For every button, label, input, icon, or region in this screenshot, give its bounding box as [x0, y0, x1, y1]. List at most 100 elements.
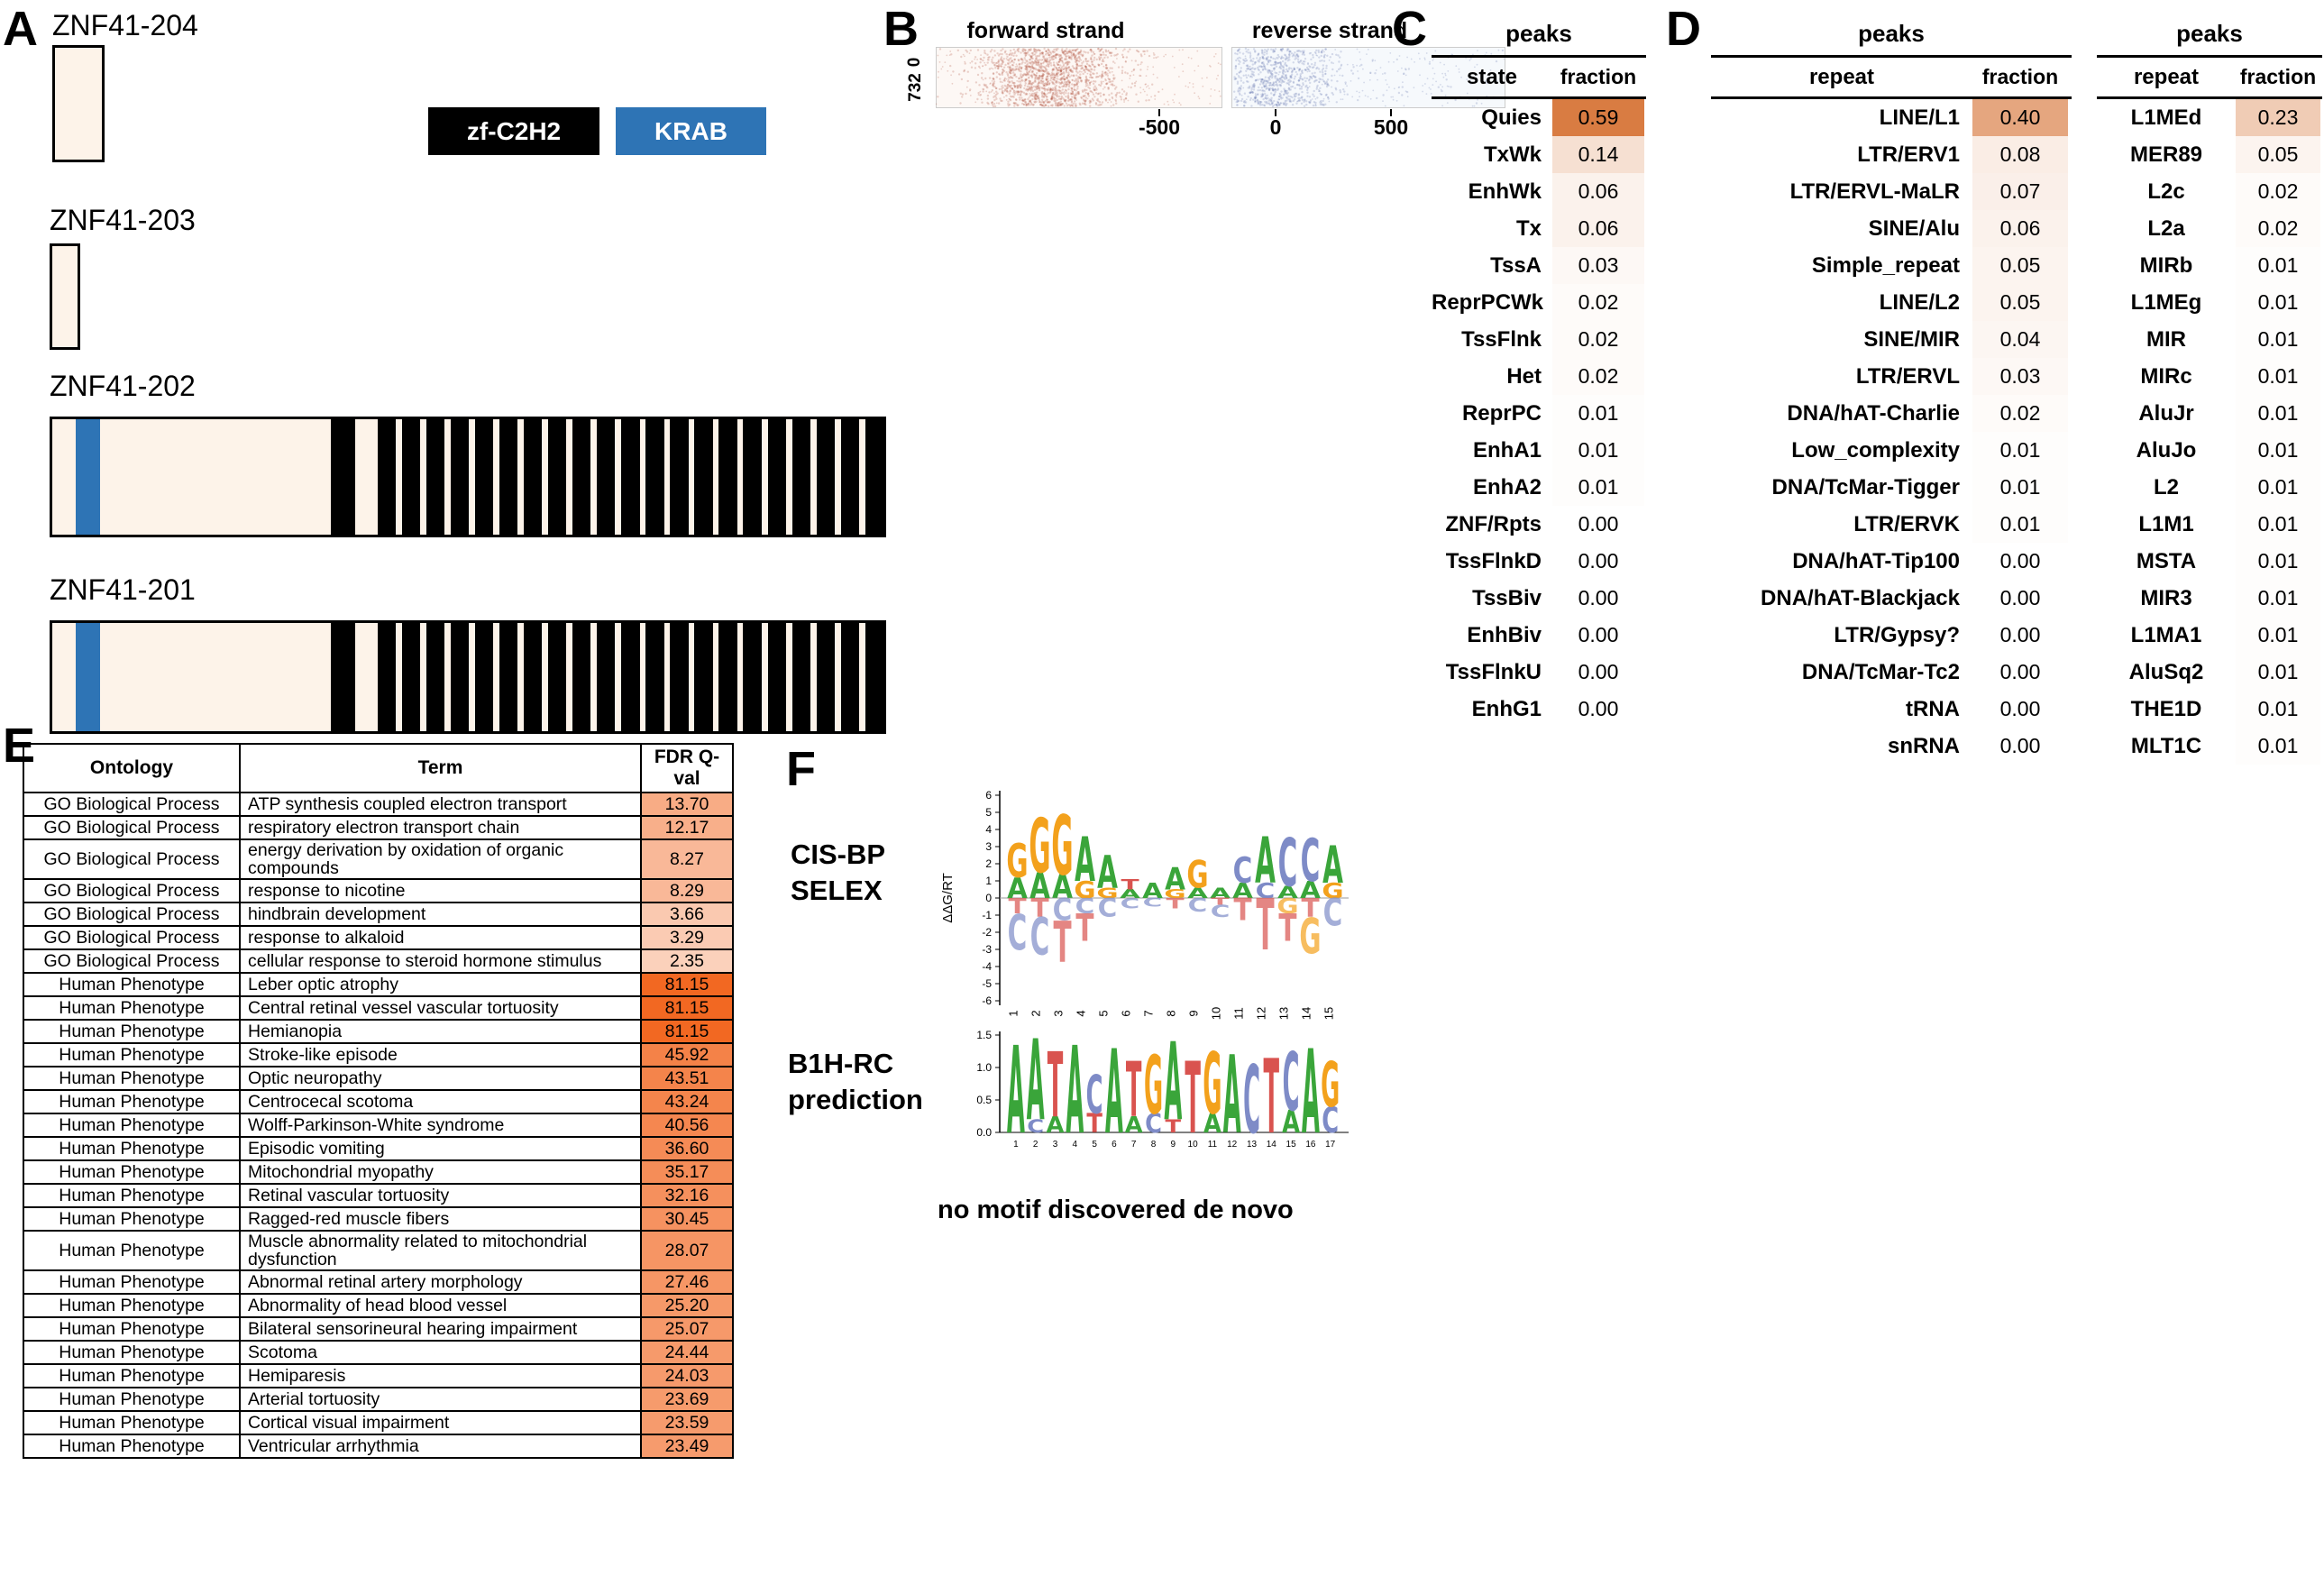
dot: [1022, 98, 1025, 101]
dot: [1108, 98, 1111, 101]
dot: [1085, 78, 1088, 81]
dot: [1049, 59, 1052, 61]
dot: [1074, 83, 1076, 87]
dot: [1062, 63, 1066, 66]
dot: [1041, 51, 1044, 54]
dot: [1424, 83, 1426, 85]
dot: [1239, 51, 1241, 54]
dot: [1316, 96, 1319, 99]
dot: [1044, 93, 1047, 96]
fdr-qval-cell: 8.27: [640, 838, 734, 880]
dot: [1314, 79, 1317, 82]
dot: [1192, 83, 1194, 85]
dot: [1081, 89, 1084, 92]
dot: [1320, 54, 1322, 58]
dot: [1249, 59, 1253, 61]
dot: [1443, 63, 1445, 66]
dot: [1150, 96, 1152, 98]
dot: [988, 91, 991, 94]
dot: [1024, 101, 1027, 104]
dot: [1030, 75, 1034, 78]
dot: [1053, 78, 1057, 82]
dot: [992, 84, 994, 87]
dot: [1111, 51, 1113, 54]
dot: [993, 103, 996, 105]
dot: [1242, 81, 1245, 84]
dot: [1007, 100, 1010, 103]
dot: [1060, 57, 1063, 60]
dot: [1306, 88, 1309, 92]
dot: [1040, 93, 1044, 96]
dot: [1339, 89, 1341, 92]
dot: [1289, 88, 1292, 91]
dot: [1064, 78, 1066, 81]
dot: [1367, 49, 1369, 50]
dot: [1046, 98, 1048, 101]
dot: [1081, 70, 1083, 73]
dot: [1402, 81, 1404, 84]
transcript-name-label: ZNF41-204: [52, 9, 198, 41]
fraction-cell: 0.02: [1552, 358, 1644, 395]
dot: [1206, 77, 1208, 79]
enrichment-table: Ontology Term FDR Q-val GO Biological Pr…: [23, 743, 734, 1459]
cisbp-label-line2: SELEX: [791, 875, 883, 906]
dot: [1152, 73, 1155, 76]
dot: [1037, 64, 1039, 67]
repeat-family-name: LINE/L1: [1879, 105, 1960, 130]
dot: [1067, 104, 1070, 106]
dot: [1297, 54, 1300, 58]
dot: [1045, 64, 1048, 68]
dot: [1026, 89, 1029, 92]
dot: [1054, 66, 1057, 69]
x-tick-label: 1: [1013, 1140, 1019, 1150]
fdr-qval-cell: 28.07: [640, 1230, 734, 1271]
dot: [1319, 78, 1322, 81]
dot: [965, 49, 967, 52]
dot: [1071, 104, 1074, 106]
dot: [1059, 70, 1062, 73]
dot: [1291, 85, 1295, 88]
dot: [1103, 94, 1105, 96]
dot: [1035, 59, 1038, 61]
dot: [1013, 90, 1016, 93]
dot: [1018, 96, 1021, 99]
dot: [1263, 105, 1267, 107]
dot: [1235, 100, 1238, 104]
dot: [1057, 101, 1061, 104]
logo-letter-A: A: [1027, 1017, 1045, 1147]
dot: [1063, 68, 1066, 70]
dot: [1288, 52, 1291, 54]
dot: [1087, 95, 1090, 97]
dot: [1038, 69, 1041, 73]
dot: [1425, 93, 1428, 95]
dot: [1269, 87, 1272, 90]
dot: [1306, 62, 1310, 66]
dot: [1098, 64, 1101, 67]
dot: [1291, 70, 1294, 73]
enrichment-row: Human Phenotype Episodic vomiting 36.60: [23, 1136, 734, 1161]
dot: [1074, 100, 1076, 103]
heat-table-row: SINE/Alu 0.06: [1711, 210, 2072, 247]
dot: [1026, 68, 1029, 70]
dot: [1009, 66, 1011, 69]
heat-table-row: Low_complexity 0.01: [1711, 432, 2072, 469]
fdr-qval-cell: 25.07: [640, 1316, 734, 1342]
dot: [1262, 97, 1265, 101]
dot: [1298, 69, 1301, 72]
dot: [1028, 99, 1031, 103]
dot: [1100, 53, 1103, 56]
dot: [1084, 100, 1087, 103]
dot: [1276, 103, 1278, 106]
zf-c2h2-domain: [499, 419, 518, 535]
dot: [1441, 72, 1443, 75]
dot: [1106, 72, 1109, 75]
x-tick-label: 2: [1033, 1140, 1038, 1150]
dot: [1084, 67, 1087, 69]
dot: [1053, 69, 1056, 71]
dot: [1059, 69, 1063, 73]
dot: [1032, 68, 1036, 70]
dot: [1236, 57, 1240, 60]
dot: [1043, 87, 1046, 90]
heat-table-row: LINE/L2 0.05: [1711, 284, 2072, 321]
dot: [1113, 77, 1116, 79]
